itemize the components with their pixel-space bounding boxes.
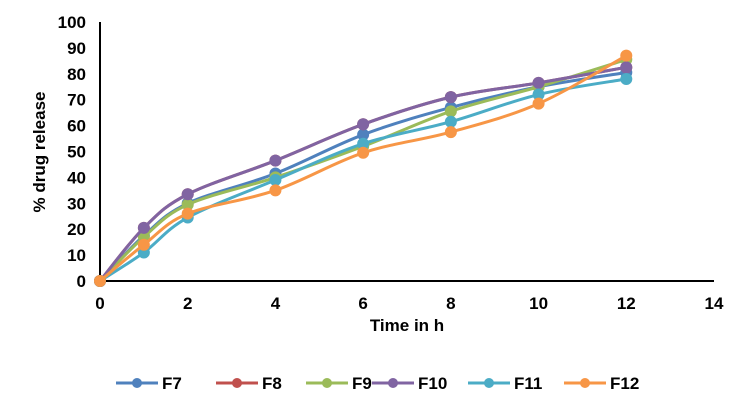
- data-point-f12: [269, 184, 282, 197]
- data-point-f12: [94, 275, 106, 287]
- data-point-f12: [181, 207, 194, 220]
- legend-item-f10: F10: [372, 374, 447, 393]
- data-point-f9: [181, 198, 194, 211]
- data-point-f10: [357, 118, 370, 131]
- series-f8: [94, 61, 633, 287]
- legend-item-f7: F7: [116, 374, 182, 393]
- legend-label: F10: [418, 374, 447, 393]
- legend-item-f8: F8: [216, 374, 282, 393]
- series-group: [94, 49, 633, 287]
- data-point-f11: [269, 173, 282, 186]
- data-point-f10: [532, 76, 545, 89]
- legend-marker-icon: [232, 378, 242, 388]
- y-axis-title-group: % drug release: [30, 92, 49, 213]
- legend-label: F12: [610, 374, 639, 393]
- series-f12: [94, 49, 633, 287]
- legend-label: F11: [514, 374, 542, 393]
- legend-item-f12: F12: [564, 374, 639, 393]
- x-tick-label: 12: [617, 294, 636, 313]
- y-tick-label: 40: [67, 168, 86, 187]
- data-point-f12: [444, 126, 457, 139]
- y-tick-label: 60: [67, 117, 86, 136]
- data-point-f11: [444, 115, 457, 128]
- x-tick-label: 0: [95, 294, 104, 313]
- y-tick-label: 80: [67, 65, 86, 84]
- series-f7: [94, 66, 633, 287]
- data-point-f10: [181, 188, 194, 201]
- data-point-f11: [620, 72, 633, 85]
- x-tick-label: 4: [271, 294, 281, 313]
- data-point-f12: [357, 146, 370, 159]
- x-tick-label: 14: [705, 294, 724, 313]
- data-point-f10: [137, 221, 150, 234]
- series-line-f12: [99, 54, 628, 283]
- legend: F7 F8 F9 F10 F11 F12: [116, 374, 639, 393]
- data-point-f9: [444, 105, 457, 118]
- series-f9: [94, 53, 633, 287]
- y-tick-label: 30: [67, 194, 86, 213]
- y-tick-label: 10: [67, 246, 86, 265]
- y-tick-label: 90: [67, 39, 86, 58]
- data-point-f10: [620, 61, 633, 74]
- y-tick-label: 20: [67, 220, 86, 239]
- series-f10: [94, 61, 633, 287]
- legend-label: F8: [262, 374, 282, 393]
- data-point-f7: [357, 128, 370, 141]
- y-tick-label: 70: [67, 91, 86, 110]
- x-axis-title: Time in h: [370, 316, 444, 335]
- data-point-f12: [532, 97, 545, 110]
- data-point-f10: [444, 91, 457, 104]
- legend-item-f11: F11: [468, 374, 542, 393]
- legend-label: F7: [162, 374, 182, 393]
- legend-label: F9: [352, 374, 372, 393]
- x-tick-label: 2: [183, 294, 192, 313]
- y-tick-label: 50: [67, 143, 86, 162]
- series-line-f11: [99, 77, 627, 283]
- y-tick-labels: 0 10 20 30 40 50 60 70 80 90 100: [58, 13, 86, 291]
- x-tick-label: 6: [358, 294, 367, 313]
- legend-item-f9: F9: [306, 374, 372, 393]
- legend-marker-icon: [580, 378, 590, 388]
- data-point-f10: [269, 154, 282, 167]
- legend-marker-icon: [132, 378, 142, 388]
- series-f11: [94, 72, 633, 287]
- data-point-f11: [532, 88, 545, 101]
- data-point-f11: [357, 137, 370, 150]
- series-line-f7: [98, 71, 627, 283]
- data-point-f12: [137, 238, 150, 251]
- x-tick-label: 10: [529, 294, 548, 313]
- legend-marker-icon: [322, 378, 332, 388]
- data-point-f12: [620, 49, 633, 62]
- x-tick-label: 8: [446, 294, 455, 313]
- y-axis-title: % drug release: [30, 92, 49, 213]
- legend-marker-icon: [388, 378, 398, 388]
- y-tick-label: 0: [77, 272, 86, 291]
- x-tick-labels: 0 2 4 6 8 10 12 14: [95, 294, 724, 313]
- y-tick-label: 100: [58, 13, 86, 32]
- legend-marker-icon: [484, 378, 494, 388]
